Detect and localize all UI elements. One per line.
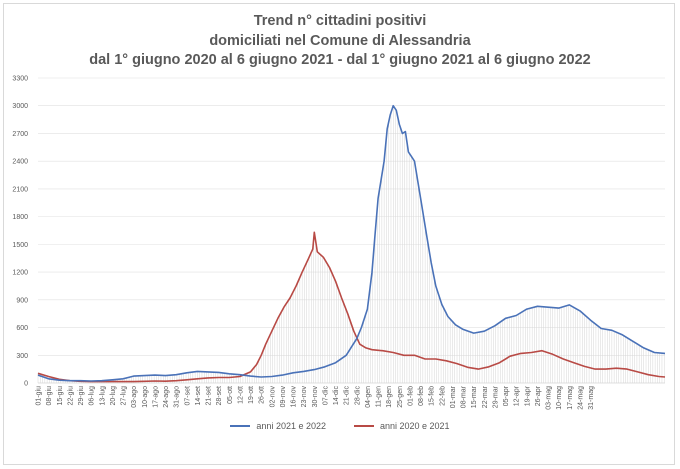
x-tick-label: 15-feb	[429, 386, 436, 406]
chart-title: Trend n° cittadini positivi domiciliati …	[0, 12, 680, 71]
chart-frame	[3, 3, 675, 465]
x-tick-label: 03-ago	[131, 386, 138, 408]
x-tick-label: 25-gen	[397, 386, 404, 408]
x-tick-label: 13-lug	[99, 386, 106, 406]
x-tick-label: 08-feb	[418, 386, 425, 406]
legend-swatch-2122	[230, 425, 251, 427]
x-axis-ticks: 01-giu 08-giu 15-giu 22-giu 29-giu 06-lug 13-l…	[36, 385, 596, 409]
x-tick-label: 01-giu	[36, 386, 43, 406]
x-tick-label: 15-giu	[57, 386, 64, 406]
x-tick-label: 28-dic	[354, 386, 361, 406]
x-tick-label: 19-apr	[524, 385, 531, 406]
x-tick-label: 31-ago	[174, 386, 181, 408]
y-tick-label: 3300	[12, 76, 28, 83]
x-tick-label: 02-nov	[269, 386, 276, 408]
x-tick-label: 18-gen	[386, 386, 393, 408]
x-tick-label: 27-lug	[121, 386, 128, 406]
y-tick-label: 1800	[12, 214, 28, 221]
title-line-3: dal 1° giugno 2020 al 6 giugno 2021 - da…	[89, 52, 591, 68]
gridlines	[38, 77, 665, 384]
x-tick-label: 09-nov	[280, 386, 287, 408]
x-tick-label: 15-mar	[471, 385, 478, 408]
x-tick-label: 08-giu	[46, 386, 53, 406]
x-tick-label: 22-feb	[439, 386, 446, 406]
x-tick-label: 17-mag	[567, 386, 574, 410]
series-line-anni-2020-e-2021	[37, 231, 666, 383]
x-tick-label: 23-nov	[301, 386, 308, 408]
x-tick-label: 29-giu	[78, 386, 85, 406]
x-tick-label: 31-mag	[588, 386, 595, 410]
x-tick-label: 21-dic	[344, 386, 351, 406]
x-tick-label: 24-mag	[577, 386, 584, 410]
x-tick-label: 01-feb	[407, 386, 414, 406]
x-tick-label: 05-apr	[503, 385, 510, 406]
legend: anni 2021 e 2022 anni 2020 e 2021	[0, 421, 680, 431]
x-tick-label: 19-ott	[248, 386, 255, 404]
x-tick-label: 26-ott	[259, 386, 266, 404]
x-tick-label: 20-lug	[110, 386, 117, 406]
x-tick-label: 12-apr	[514, 385, 521, 406]
x-tick-label: 28-set	[216, 386, 223, 406]
x-tick-label: 24-ago	[163, 386, 170, 408]
legend-item-2122: anni 2021 e 2022	[230, 421, 326, 431]
legend-item-2021: anni 2020 e 2021	[354, 421, 450, 431]
x-tick-label: 11-gen	[376, 386, 383, 407]
y-axis-ticks: 0 300 600 900 1200 1500 1800 2100 2400 2700 3000 33…	[12, 76, 28, 388]
title-line-2: domiciliati nel Comune di Alessandria	[209, 32, 471, 49]
x-tick-label: 21-set	[206, 386, 213, 406]
title-line-1: Trend n° cittadini positivi	[253, 13, 427, 29]
legend-label-2122: anni 2021 e 2022	[256, 421, 326, 431]
y-tick-label: 0	[24, 381, 28, 388]
x-tick-label: 30-nov	[312, 386, 319, 408]
y-tick-label: 900	[16, 297, 28, 304]
x-tick-label: 26-apr	[535, 385, 542, 406]
x-tick-label: 14-set	[195, 386, 202, 406]
x-tick-label: 01-mar	[450, 385, 457, 408]
x-tick-label: 04-gen	[365, 386, 372, 408]
x-tick-label: 22-mar	[482, 385, 489, 408]
series-lines	[37, 104, 666, 383]
x-tick-label: 07-set	[184, 386, 191, 406]
x-tick-label: 12-ott	[237, 386, 244, 404]
x-tick-label: 06-lug	[89, 386, 96, 406]
x-tick-label: 16-nov	[291, 386, 298, 408]
y-tick-label: 300	[16, 353, 28, 360]
x-tick-label: 10-ago	[142, 386, 149, 408]
y-tick-label: 1200	[12, 270, 28, 277]
y-tick-label: 2400	[12, 159, 28, 166]
x-tick-label: 22-giu	[67, 386, 74, 406]
y-tick-label: 3000	[12, 103, 28, 110]
x-tick-label: 03-mag	[546, 386, 553, 410]
legend-swatch-2021	[354, 425, 374, 427]
x-tick-label: 29-mar	[492, 385, 499, 408]
x-tick-label: 05-ott	[227, 386, 234, 404]
legend-label-2021: anni 2020 e 2021	[380, 421, 450, 431]
series-line-anni-2021-e-2022	[37, 104, 666, 382]
hatch-fill	[37, 105, 665, 383]
x-tick-label: 17-ago	[152, 386, 159, 408]
y-tick-label: 2100	[12, 186, 28, 193]
y-tick-label: 2700	[12, 131, 28, 138]
x-tick-label: 10-mag	[556, 386, 563, 410]
y-tick-label: 1500	[12, 242, 28, 249]
x-tick-label: 08-mar	[461, 385, 468, 408]
x-tick-label: 14-dic	[333, 386, 340, 406]
x-tick-label: 07-dic	[322, 386, 329, 406]
y-tick-label: 600	[16, 325, 28, 332]
